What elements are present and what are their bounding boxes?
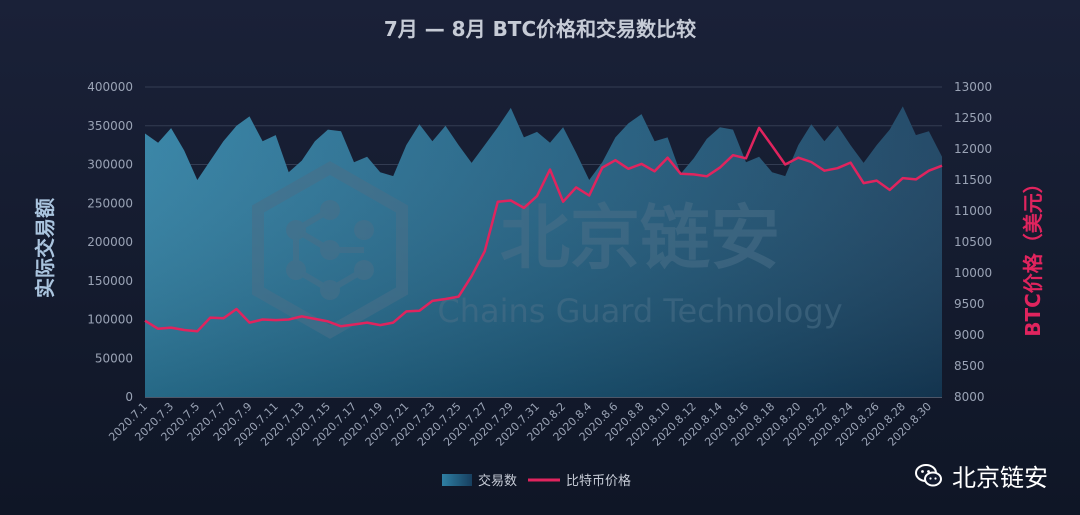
watermark-cn: 北京链安 xyxy=(500,197,780,279)
left-axis-label: 实际交易额 xyxy=(33,198,57,298)
left-tick-label: 150000 xyxy=(87,274,133,288)
right-tick-label: 9000 xyxy=(954,328,985,342)
left-tick-label: 300000 xyxy=(87,158,133,172)
left-tick-label: 0 xyxy=(125,390,133,404)
right-tick-label: 11000 xyxy=(954,204,992,218)
legend-label-line: 比特币价格 xyxy=(566,473,631,489)
left-tick-label: 350000 xyxy=(87,119,133,133)
right-tick-label: 12500 xyxy=(954,111,992,125)
right-axis-label: BTC价格（美元） xyxy=(1021,173,1045,337)
wechat-icon xyxy=(914,461,944,491)
legend-label-area: 交易数 xyxy=(478,473,517,489)
right-tick-label: 11500 xyxy=(954,173,992,187)
right-tick-label: 8000 xyxy=(954,390,985,404)
left-tick-label: 100000 xyxy=(87,313,133,327)
left-tick-label: 50000 xyxy=(95,351,133,365)
right-tick-label: 9500 xyxy=(954,297,985,311)
brand-label: 北京链安 xyxy=(952,458,1048,493)
right-tick-label: 10500 xyxy=(954,235,992,249)
brand-badge: 北京链安 xyxy=(914,458,1048,493)
left-tick-label: 400000 xyxy=(87,80,133,94)
left-axis-ticks: 0 50000 100000 150000 200000 250000 300000 3500… xyxy=(87,80,133,404)
right-tick-label: 8500 xyxy=(954,359,985,373)
legend-swatch-area xyxy=(442,474,472,486)
left-tick-label: 200000 xyxy=(87,235,133,249)
watermark-en: Chains Guard Technology xyxy=(437,292,842,330)
right-tick-label: 10000 xyxy=(954,266,992,280)
chart-title: 7月 — 8月 BTC价格和交易数比较 xyxy=(384,17,696,41)
right-tick-label: 13000 xyxy=(954,80,992,94)
left-tick-label: 250000 xyxy=(87,196,133,210)
right-tick-label: 12000 xyxy=(954,142,992,156)
